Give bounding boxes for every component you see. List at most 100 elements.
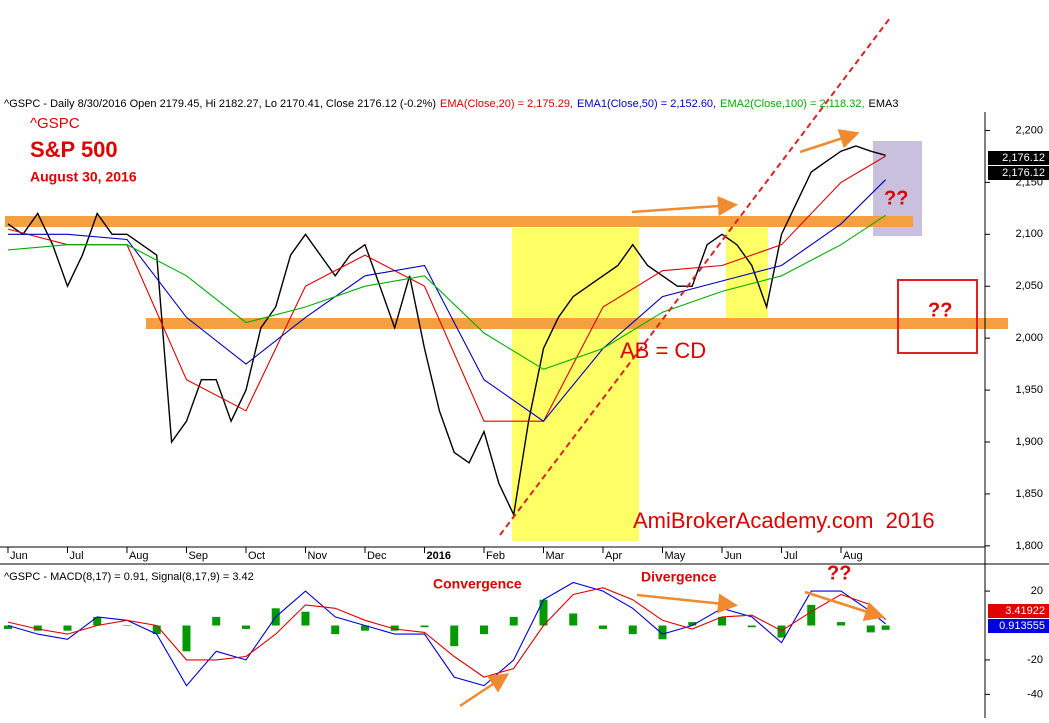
value-box-label: 0.913555 bbox=[999, 620, 1045, 632]
histogram-bar bbox=[241, 625, 250, 629]
x-tick-label: Apr bbox=[605, 550, 622, 562]
histogram-bar bbox=[3, 625, 12, 629]
header-segment: EMA3 bbox=[869, 98, 899, 110]
histogram-bar bbox=[777, 625, 786, 638]
x-tick-label: Dec bbox=[367, 550, 387, 562]
histogram-bar bbox=[747, 625, 756, 628]
arrow bbox=[804, 590, 885, 621]
histogram-bar bbox=[539, 599, 548, 626]
arrow bbox=[459, 673, 510, 708]
value-box bbox=[988, 166, 1049, 180]
y-tick-label: 20 bbox=[1031, 585, 1043, 597]
histogram-bar bbox=[212, 616, 221, 626]
annotation: August 30, 2016 bbox=[30, 169, 137, 185]
annotation: Convergence bbox=[433, 576, 522, 592]
histogram-bar bbox=[331, 625, 340, 635]
histogram-bar bbox=[866, 625, 875, 633]
x-tick-label: Jul bbox=[69, 550, 83, 562]
header-segment: EMA(Close,20) = 2,175.29, bbox=[440, 98, 573, 110]
value-box-label: 2,176.12 bbox=[1002, 167, 1045, 179]
header-segment: ^GSPC - Daily 8/30/2016 Open 2179.45, Hi… bbox=[4, 98, 436, 110]
highlight-zone bbox=[512, 228, 639, 541]
y-tick-label: 1,950 bbox=[1015, 384, 1043, 396]
x-tick-label: Jun bbox=[10, 550, 28, 562]
y-tick-label: 2,100 bbox=[1015, 228, 1043, 240]
support-band bbox=[146, 318, 1008, 329]
histogram-bar bbox=[93, 616, 102, 626]
histogram-bar bbox=[420, 625, 429, 628]
histogram-bar bbox=[688, 622, 697, 626]
marks: 1,8001,8501,9001,9502,0002,0502,1002,150… bbox=[3, 124, 1049, 700]
y-tick-label: 2,000 bbox=[1015, 332, 1043, 344]
histogram-bar bbox=[360, 625, 369, 631]
histogram-bar bbox=[33, 625, 42, 631]
y-tick-label: -40 bbox=[1027, 688, 1043, 700]
x-tick-label: Feb bbox=[486, 550, 505, 562]
y-tick-label: 1,800 bbox=[1015, 540, 1043, 552]
y-tick-label: -20 bbox=[1027, 654, 1043, 666]
histogram-bar bbox=[628, 625, 637, 635]
y-tick-label: 1,850 bbox=[1015, 488, 1043, 500]
histogram-bar bbox=[837, 622, 846, 626]
x-tick-label: Aug bbox=[843, 550, 863, 562]
series-line bbox=[7, 581, 886, 687]
arrow bbox=[636, 593, 738, 614]
arrow bbox=[799, 129, 860, 154]
histogram-bar bbox=[479, 625, 488, 635]
x-tick-label: Sep bbox=[188, 550, 208, 562]
value-box bbox=[988, 151, 1049, 165]
histogram-bar bbox=[807, 604, 816, 626]
value-box bbox=[988, 619, 1049, 633]
annotation: Divergence bbox=[641, 569, 717, 585]
highlight-zone bbox=[726, 228, 768, 318]
annotation: ?? bbox=[884, 187, 908, 209]
x-tick-label: 2016 bbox=[426, 550, 450, 562]
x-tick-label: Jul bbox=[784, 550, 798, 562]
histogram-bar bbox=[718, 616, 727, 626]
watermark: AmiBrokerAcademy.com 2016 bbox=[633, 508, 935, 533]
annotation: ?? bbox=[827, 562, 851, 584]
y-tick-label: 1,900 bbox=[1015, 436, 1043, 448]
annotation: ?? bbox=[928, 299, 952, 321]
histogram-bar bbox=[152, 625, 161, 635]
series-line bbox=[8, 179, 886, 422]
histogram-bar bbox=[598, 625, 607, 629]
x-tick-label: Jun bbox=[724, 550, 742, 562]
histogram-bar bbox=[881, 625, 890, 630]
series-line bbox=[7, 155, 886, 422]
value-box-label: 3.41922 bbox=[1005, 605, 1045, 617]
x-tick-label: May bbox=[664, 550, 685, 562]
value-box-label: 2,176.12 bbox=[1002, 152, 1045, 164]
x-tick-label: Mar bbox=[545, 550, 564, 562]
resistance-band bbox=[5, 216, 913, 227]
histogram-bar bbox=[658, 625, 667, 640]
series-line bbox=[7, 587, 886, 678]
target-box bbox=[897, 279, 978, 354]
annotation: AB = CD bbox=[620, 338, 706, 363]
histogram-bar bbox=[301, 611, 310, 626]
arrow bbox=[631, 196, 738, 217]
histogram-bar bbox=[182, 625, 191, 652]
histogram-bar bbox=[390, 625, 399, 631]
header-segment: EMA2(Close,100) = 2,118.32, bbox=[720, 98, 864, 110]
y-tick-label: 2,200 bbox=[1015, 124, 1043, 136]
histogram-bar bbox=[509, 616, 518, 626]
header: ^GSPC - Daily 8/30/2016 Open 2179.45, Hi… bbox=[4, 98, 899, 110]
annotation: ^GSPC bbox=[30, 115, 80, 132]
x-tick-label: Aug bbox=[129, 550, 149, 562]
x-tick-label: Nov bbox=[307, 550, 327, 562]
series-line bbox=[7, 145, 886, 518]
y-tick-label: 2,050 bbox=[1015, 280, 1043, 292]
annotation: S&P 500 bbox=[30, 137, 118, 162]
trend-line bbox=[499, 17, 891, 536]
histogram-bar bbox=[63, 625, 72, 631]
series-line bbox=[7, 214, 886, 370]
value-box bbox=[988, 604, 1049, 618]
histogram-bar bbox=[122, 625, 131, 627]
histogram-bar bbox=[450, 625, 459, 647]
macd-title: ^GSPC - MACD(8,17) = 0.91, Signal(8,17,9… bbox=[4, 571, 254, 583]
histogram-bar bbox=[569, 613, 578, 626]
x-tick-label: Oct bbox=[248, 550, 265, 562]
header-segment: EMA1(Close,50) = 2,152.60, bbox=[577, 98, 716, 110]
